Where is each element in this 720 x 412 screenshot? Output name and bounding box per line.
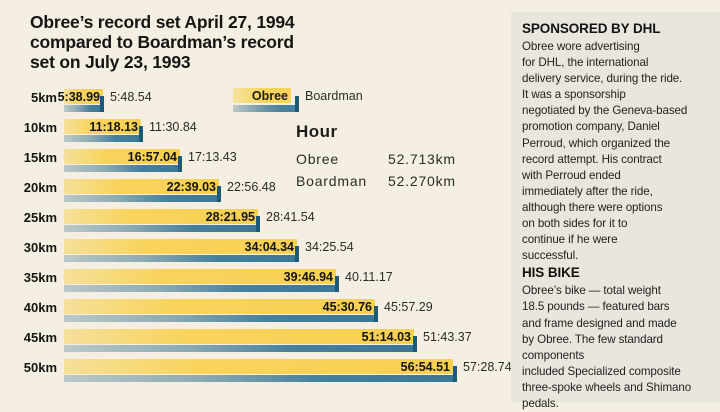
obree-bar: 28:21.95 xyxy=(64,209,258,224)
obree-bar: 22:39.03 xyxy=(64,179,219,194)
hour-boardman-value: 52.270km xyxy=(388,173,456,189)
hour-boardman-name: Boardman xyxy=(296,173,367,189)
boardman-bar xyxy=(64,315,378,322)
distance-label: 40km xyxy=(23,300,57,315)
boardman-time-label: 51:43.37 xyxy=(423,330,472,344)
bar-row-30km: 30km 34:04.34 34:25.54 xyxy=(0,238,512,268)
obree-bar: 51:14.03 xyxy=(64,329,414,344)
boardman-time-label: 28:41.54 xyxy=(266,210,315,224)
obree-bar: 45:30.76 xyxy=(64,299,375,314)
boardman-bar-end-cap xyxy=(413,336,417,352)
hour-row-obree: Obree 52.713km xyxy=(296,148,476,170)
boardman-time-label: 22:56.48 xyxy=(227,180,276,194)
distance-label: 5km xyxy=(30,90,57,105)
sidebar-heading-sponsor: SPONSORED BY DHL xyxy=(522,21,661,36)
bar-row-10km: 10km 11:18.13 11:30.84 xyxy=(0,118,512,148)
obree-time-label: 16:57.04 xyxy=(127,150,177,164)
boardman-bar xyxy=(64,135,143,142)
legend-boardman-label: Boardman xyxy=(305,89,363,103)
sidebar-heading-bike: HIS BIKE xyxy=(522,265,580,281)
bar-row-40km: 40km 45:30.76 45:57.29 xyxy=(0,298,512,328)
distance-label: 15km xyxy=(23,150,57,165)
boardman-bar-end-cap xyxy=(295,246,299,262)
hour-record-block: Hour Obree 52.713km Boardman 52.270km xyxy=(296,122,476,192)
legend-obree-label: Obree xyxy=(251,89,288,103)
chart-title: Obree’s record set April 27, 1994 compar… xyxy=(30,12,295,72)
legend-boardman-bar-cap xyxy=(295,96,299,112)
boardman-bar-end-cap xyxy=(217,186,221,202)
legend-boardman-bar xyxy=(233,105,299,112)
boardman-bar-end-cap xyxy=(178,156,182,172)
bar-row-25km: 25km 28:21.95 28:41.54 xyxy=(0,208,512,238)
obree-time-label: 39:46.94 xyxy=(283,270,333,284)
boardman-bar xyxy=(64,375,457,382)
obree-bar: 5:38.99 xyxy=(58,89,103,104)
boardman-bar-end-cap xyxy=(100,96,104,112)
bar-row-35km: 35km 39:46.94 40.11.17 xyxy=(0,268,512,298)
bar-row-5km: 5km 5:38.99 5:48.54 xyxy=(0,88,512,118)
boardman-bar xyxy=(64,195,221,202)
obree-time-label: 28:21.95 xyxy=(205,210,255,224)
hour-heading: Hour xyxy=(296,122,338,141)
bar-row-45km: 45km 51:14.03 51:43.37 xyxy=(0,328,512,358)
obree-bar: 39:46.94 xyxy=(64,269,336,284)
boardman-bar-end-cap xyxy=(453,366,457,382)
distance-label: 50km xyxy=(23,360,57,375)
boardman-time-label: 40.11.17 xyxy=(345,270,393,284)
bar-row-50km: 50km 56:54.51 57:28.74 xyxy=(0,358,512,388)
hour-obree-value: 52.713km xyxy=(388,151,456,167)
boardman-bar xyxy=(64,255,299,262)
sidebar-paragraph-bike: Obree’s bike — total weight 18.5 pounds … xyxy=(522,284,692,410)
obree-bar: 56:54.51 xyxy=(64,359,453,374)
obree-time-label: 34:04.34 xyxy=(244,240,294,254)
boardman-bar-end-cap xyxy=(374,306,378,322)
sidebar-panel: SPONSORED BY DHL Obree wore advertising … xyxy=(511,12,720,410)
obree-bar: 34:04.34 xyxy=(64,239,297,254)
boardman-bar xyxy=(64,105,104,112)
boardman-bar-end-cap xyxy=(139,126,143,142)
boardman-time-label: 57:28.74 xyxy=(463,360,512,374)
boardman-bar-end-cap xyxy=(335,276,339,292)
boardman-bar xyxy=(64,285,339,292)
boardman-bar-end-cap xyxy=(256,216,260,232)
bar-row-20km: 20km 22:39.03 22:56.48 xyxy=(0,178,512,208)
distance-label: 35km xyxy=(23,270,57,285)
boardman-time-label: 34:25.54 xyxy=(305,240,354,254)
obree-time-label: 45:30.76 xyxy=(322,300,372,314)
legend-obree-bar: Obree xyxy=(233,88,291,103)
legend: Obree Boardman xyxy=(233,88,433,114)
obree-time-label: 5:38.99 xyxy=(57,90,100,104)
bar-chart: 5km 5:38.99 5:48.54 10km 11:18.13 11:30.84 15k… xyxy=(0,88,512,390)
distance-label: 45km xyxy=(23,330,57,345)
boardman-bar xyxy=(64,345,417,352)
bar-row-15km: 15km 16:57.04 17:13.43 xyxy=(0,148,512,178)
boardman-time-label: 5:48.54 xyxy=(110,90,152,104)
boardman-time-label: 45:57.29 xyxy=(384,300,433,314)
obree-time-label: 56:54.51 xyxy=(400,360,450,374)
boardman-bar xyxy=(64,165,182,172)
distance-label: 20km xyxy=(23,180,57,195)
obree-bar: 16:57.04 xyxy=(64,149,180,164)
distance-label: 25km xyxy=(23,210,57,225)
sidebar-paragraph-sponsor: Obree wore advertising for DHL, the inte… xyxy=(522,40,688,263)
boardman-time-label: 11:30.84 xyxy=(149,120,197,134)
hour-obree-name: Obree xyxy=(296,151,339,167)
hour-row-boardman: Boardman 52.270km xyxy=(296,170,476,192)
obree-bar: 11:18.13 xyxy=(64,119,141,134)
distance-label: 10km xyxy=(23,120,57,135)
boardman-time-label: 17:13.43 xyxy=(188,150,237,164)
obree-time-label: 22:39.03 xyxy=(166,180,216,194)
obree-time-label: 11:18.13 xyxy=(89,120,138,134)
boardman-bar xyxy=(64,225,260,232)
distance-label: 30km xyxy=(23,240,57,255)
obree-time-label: 51:14.03 xyxy=(361,330,411,344)
